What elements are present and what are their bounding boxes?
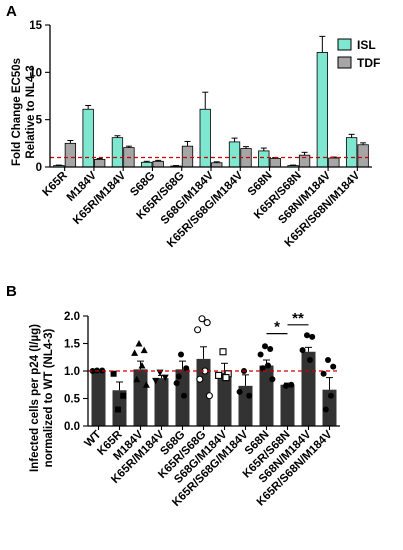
a-ytick-label: 10: [29, 67, 42, 79]
b-point-circle: [246, 392, 253, 399]
b-point-circle: [236, 388, 243, 395]
panel-b-ylabel-line2: normalized to WT (NL4-3): [43, 329, 55, 468]
b-bar: [280, 384, 295, 426]
b-point-circle: [309, 333, 316, 340]
b-point-circle: [205, 392, 213, 400]
b-point-square: [219, 348, 227, 356]
a-bar-tdf: [357, 144, 369, 168]
panel-a-ylabel-line1: Fold Change EC50s: [11, 58, 23, 166]
b-point-circle: [283, 382, 289, 389]
a-ytick-label: 0: [36, 162, 42, 174]
b-bar: [196, 358, 211, 426]
legend-tdf-label: TDF: [357, 56, 380, 70]
a-bar-isl: [141, 161, 153, 168]
b-ytick-label: 0.5: [64, 394, 81, 406]
b-ytick-label: 2.0: [64, 311, 80, 323]
b-ytick-label: 1.0: [64, 366, 80, 378]
a-bar-tdf: [64, 142, 77, 168]
a-category-label: K65R/M184V: [71, 169, 129, 227]
b-bar: [259, 365, 274, 426]
b-point-square: [120, 392, 127, 399]
b-point-circle: [257, 351, 264, 358]
b-bar: [154, 378, 169, 426]
panel-a-ylabel-line2: Relative to NL4-3: [25, 65, 37, 158]
b-point-triangle-down: [152, 377, 160, 385]
panel-b-label: B: [6, 283, 17, 300]
b-point-circle: [325, 357, 331, 363]
b-point-triangle: [131, 349, 139, 356]
a-bar-isl: [111, 137, 124, 168]
a-bar-tdf: [181, 145, 194, 168]
legend-isl-label: ISL: [357, 38, 376, 52]
b-point-circle: [89, 368, 96, 374]
b-point-square: [115, 406, 121, 413]
b-point-circle: [196, 375, 204, 383]
b-point-square: [215, 371, 223, 379]
b-point-circle: [322, 406, 329, 413]
b-point-circle: [299, 347, 306, 354]
a-bar-isl: [316, 52, 328, 168]
legend-tdf-swatch: [337, 56, 352, 69]
b-point-circle: [259, 365, 266, 372]
b-point-circle: [203, 319, 211, 327]
b-point-circle: [330, 363, 337, 370]
b-point-circle: [265, 362, 271, 369]
b-point-circle: [183, 365, 190, 372]
b-point-circle: [269, 376, 276, 383]
b-point-circle: [328, 392, 334, 399]
b-point-circle: [194, 326, 202, 334]
b-point-triangle: [138, 362, 146, 369]
a-bar-isl: [345, 137, 358, 168]
a-ytick-label: 15: [29, 20, 42, 32]
b-point-circle: [304, 332, 310, 339]
b-point-circle: [267, 346, 274, 352]
b-bar: [91, 370, 106, 426]
b-point-circle: [178, 351, 184, 358]
a-bar-tdf: [152, 160, 164, 168]
b-point-circle: [307, 357, 313, 363]
b-point-triangle: [142, 381, 150, 388]
b-point-triangle-down: [161, 374, 169, 382]
b-point-square: [222, 374, 230, 382]
b-bar: [217, 372, 232, 426]
b-point-circle: [175, 373, 182, 380]
b-bar: [133, 369, 148, 426]
panel-b-plot: 0.00.51.01.52.0WTK65RM184VK65R/M184VS68G…: [64, 310, 340, 509]
a-bar-tdf: [328, 157, 340, 168]
a-bar-isl: [258, 150, 270, 168]
a-bar-isl: [228, 141, 241, 168]
legend-isl-swatch: [337, 38, 352, 51]
b-point-circle: [288, 381, 295, 388]
panel-a-label: A: [6, 3, 17, 20]
b-bar: [322, 389, 337, 426]
b-significance-label: **: [292, 310, 304, 327]
a-bar-isl: [82, 108, 94, 168]
b-point-circle: [198, 315, 206, 323]
b-point-triangle: [135, 340, 143, 347]
b-point-triangle: [140, 346, 148, 354]
b-point-triangle: [133, 375, 141, 383]
b-point-circle: [181, 392, 187, 399]
a-bar-tdf: [94, 159, 106, 168]
b-point-circle: [320, 370, 327, 377]
b-bar: [301, 351, 316, 426]
a-ytick-label: 5: [36, 115, 43, 127]
b-ytick-label: 1.5: [64, 339, 81, 351]
b-ytick-label: 0.0: [64, 421, 80, 433]
b-point-circle: [173, 380, 180, 387]
a-bar-isl: [199, 108, 211, 168]
b-point-circle: [262, 343, 268, 350]
b-significance-label: *: [274, 319, 280, 336]
a-bar-tdf: [269, 158, 281, 168]
panel-b-ylabel-line1: Infected cells per p24 (I/µg): [29, 324, 41, 472]
b-point-square: [110, 370, 117, 377]
